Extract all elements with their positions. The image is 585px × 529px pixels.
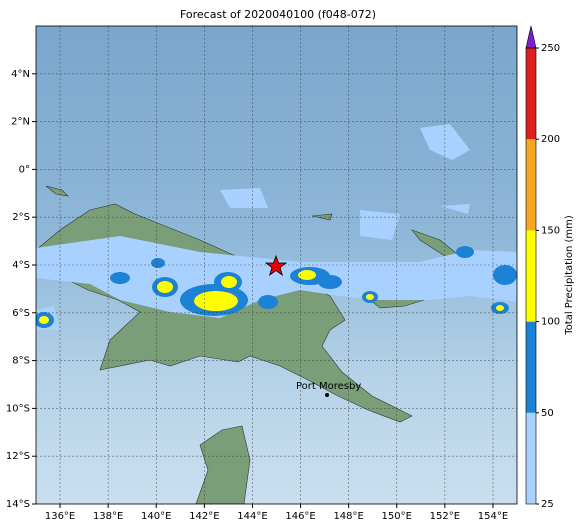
y-tick-label: 4°N xyxy=(11,69,30,80)
city-label: Port Moresby xyxy=(296,381,361,392)
y-tick-label: 14°S xyxy=(6,499,30,510)
australia xyxy=(195,425,251,504)
y-tick-label: 10°S xyxy=(6,403,30,414)
y-tick-label: 12°S xyxy=(6,451,30,462)
island xyxy=(45,185,333,221)
y-tick-label: 6°S xyxy=(12,308,30,319)
colorbar-segment xyxy=(526,230,536,322)
colorbar-segment xyxy=(526,48,536,140)
colorbar-segment xyxy=(526,321,536,413)
city-marker xyxy=(325,393,329,397)
colorbar-extend xyxy=(525,25,537,49)
precipitation xyxy=(36,124,517,330)
x-tick-label: 146°E xyxy=(285,511,315,522)
colorbar-tick-label: 25 xyxy=(541,499,554,510)
y-tick-label: 0° xyxy=(19,164,30,175)
x-tick-label: 142°E xyxy=(189,511,219,522)
x-tick-label: 144°E xyxy=(237,511,267,522)
x-tick-label: 152°E xyxy=(430,511,460,522)
x-tick-label: 154°E xyxy=(478,511,508,522)
station-marker xyxy=(264,254,288,277)
colorbar-tick-label: 250 xyxy=(541,43,560,54)
x-tick-label: 140°E xyxy=(141,511,171,522)
colorbar-tick-label: 100 xyxy=(541,317,560,328)
y-tick-label: 8°S xyxy=(12,356,30,367)
y-tick-label: 4°S xyxy=(12,260,30,271)
y-tick-label: 2°S xyxy=(12,212,30,223)
x-tick-label: 150°E xyxy=(382,511,412,522)
y-tick-label: 2°N xyxy=(11,117,30,128)
colorbar-tick-label: 50 xyxy=(541,408,554,419)
x-tick-label: 148°E xyxy=(333,511,363,522)
colorbar-label: Total Precipitation (mm) xyxy=(564,215,575,336)
x-tick-label: 138°E xyxy=(93,511,123,522)
colorbar: 25 50 100 150 200 250 xyxy=(525,25,560,510)
colorbar-frame xyxy=(525,47,537,505)
title: Forecast of 2020040100 (f048-072) xyxy=(180,8,376,21)
colorbar-tick-label: 150 xyxy=(541,225,560,236)
map: Port Moresby xyxy=(36,26,517,504)
colorbar-segment xyxy=(526,139,536,231)
colorbar-segment xyxy=(526,412,536,504)
x-tick-label: 136°E xyxy=(45,511,75,522)
colorbar-tick-label: 200 xyxy=(541,134,560,145)
